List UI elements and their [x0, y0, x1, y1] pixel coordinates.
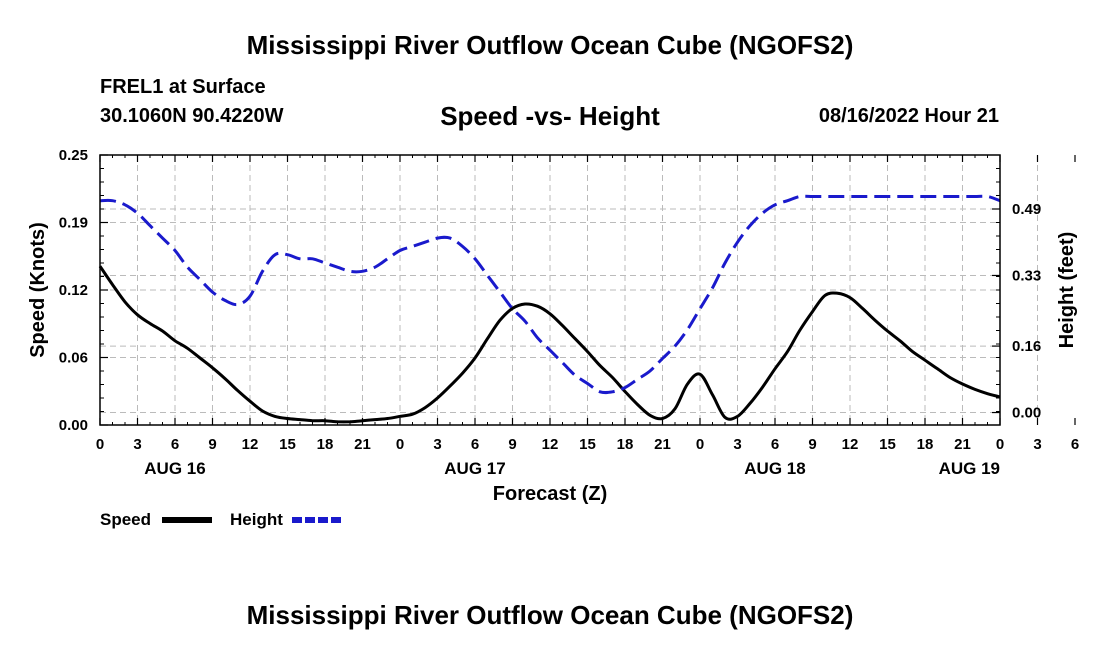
x-tick-label: 18 [317, 436, 334, 453]
y2-axis-title: Height (feet) [1056, 232, 1078, 349]
x-tick-label: 0 [996, 436, 1004, 453]
series-group [98, 194, 1001, 424]
x-tick-label: 9 [508, 436, 516, 453]
x-tick-label: 0 [396, 436, 404, 453]
date-label: AUG 16 [144, 459, 205, 478]
x-tick-label: 9 [808, 436, 816, 453]
station-coordinates: 30.1060N 90.4220W [100, 105, 284, 127]
axis-ticks [99, 154, 1076, 426]
plot-title: Speed -vs- Height [440, 101, 660, 131]
y-tick-label: 0.25 [59, 147, 88, 164]
x-tick-label: 6 [471, 436, 479, 453]
legend-height-label: Height [230, 510, 283, 529]
x-tick-label: 0 [696, 436, 704, 453]
x-tick-label: 21 [654, 436, 671, 453]
y2-tick-label: 0.33 [1012, 267, 1041, 284]
x-tick-label: 18 [917, 436, 934, 453]
x-tick-label: 21 [354, 436, 371, 453]
x-tick-label: 12 [842, 436, 859, 453]
y-tick-label: 0.00 [59, 417, 88, 434]
y2-tick-label: 0.16 [1012, 338, 1041, 355]
date-label: AUG 19 [939, 459, 1000, 478]
x-tick-label: 3 [133, 436, 141, 453]
x-tick-label: 3 [1033, 436, 1041, 453]
x-tick-label: 15 [579, 436, 596, 453]
forecast-timestamp: 08/16/2022 Hour 21 [818, 105, 999, 127]
x-tick-label: 15 [879, 436, 896, 453]
grid-lines [100, 155, 1038, 425]
y2-tick-label: 0.00 [1012, 405, 1041, 422]
y2-tick-label: 0.49 [1012, 201, 1041, 218]
x-tick-label: 15 [279, 436, 296, 453]
height-series-line [99, 194, 1001, 395]
x-tick-label: 6 [171, 436, 179, 453]
axis-labels: 0 3 6 9 12 15 18 21 0 3 6 9 12 15 18 21 0 3 6 9 12 15 18 21 0 3 6 A… [59, 147, 1079, 478]
y-tick-label: 0.19 [59, 215, 88, 232]
speed-series-line [98, 265, 1001, 424]
x-tick-label: 3 [433, 436, 441, 453]
x-tick-label: 21 [954, 436, 971, 453]
footer-title: Mississippi River Outflow Ocean Cube (NG… [246, 600, 854, 630]
station-label: FREL1 at Surface [100, 76, 266, 98]
y-tick-label: 0.06 [59, 350, 88, 367]
x-tick-label: 6 [1071, 436, 1079, 453]
x-tick-label: 9 [208, 436, 216, 453]
date-label: AUG 18 [744, 459, 805, 478]
x-tick-label: 12 [542, 436, 559, 453]
x-tick-label: 0 [96, 436, 104, 453]
y-tick-label: 0.12 [59, 282, 88, 299]
legend-speed-label: Speed [100, 510, 151, 529]
x-tick-label: 6 [771, 436, 779, 453]
x-tick-label: 18 [617, 436, 634, 453]
legend: Speed Height [100, 510, 342, 529]
x-tick-label: 3 [733, 436, 741, 453]
x-tick-label: 12 [242, 436, 259, 453]
y-axis-title: Speed (Knots) [27, 222, 49, 358]
date-label: AUG 17 [444, 459, 505, 478]
main-title: Mississippi River Outflow Ocean Cube (NG… [246, 30, 854, 60]
x-axis-title: Forecast (Z) [493, 483, 607, 505]
